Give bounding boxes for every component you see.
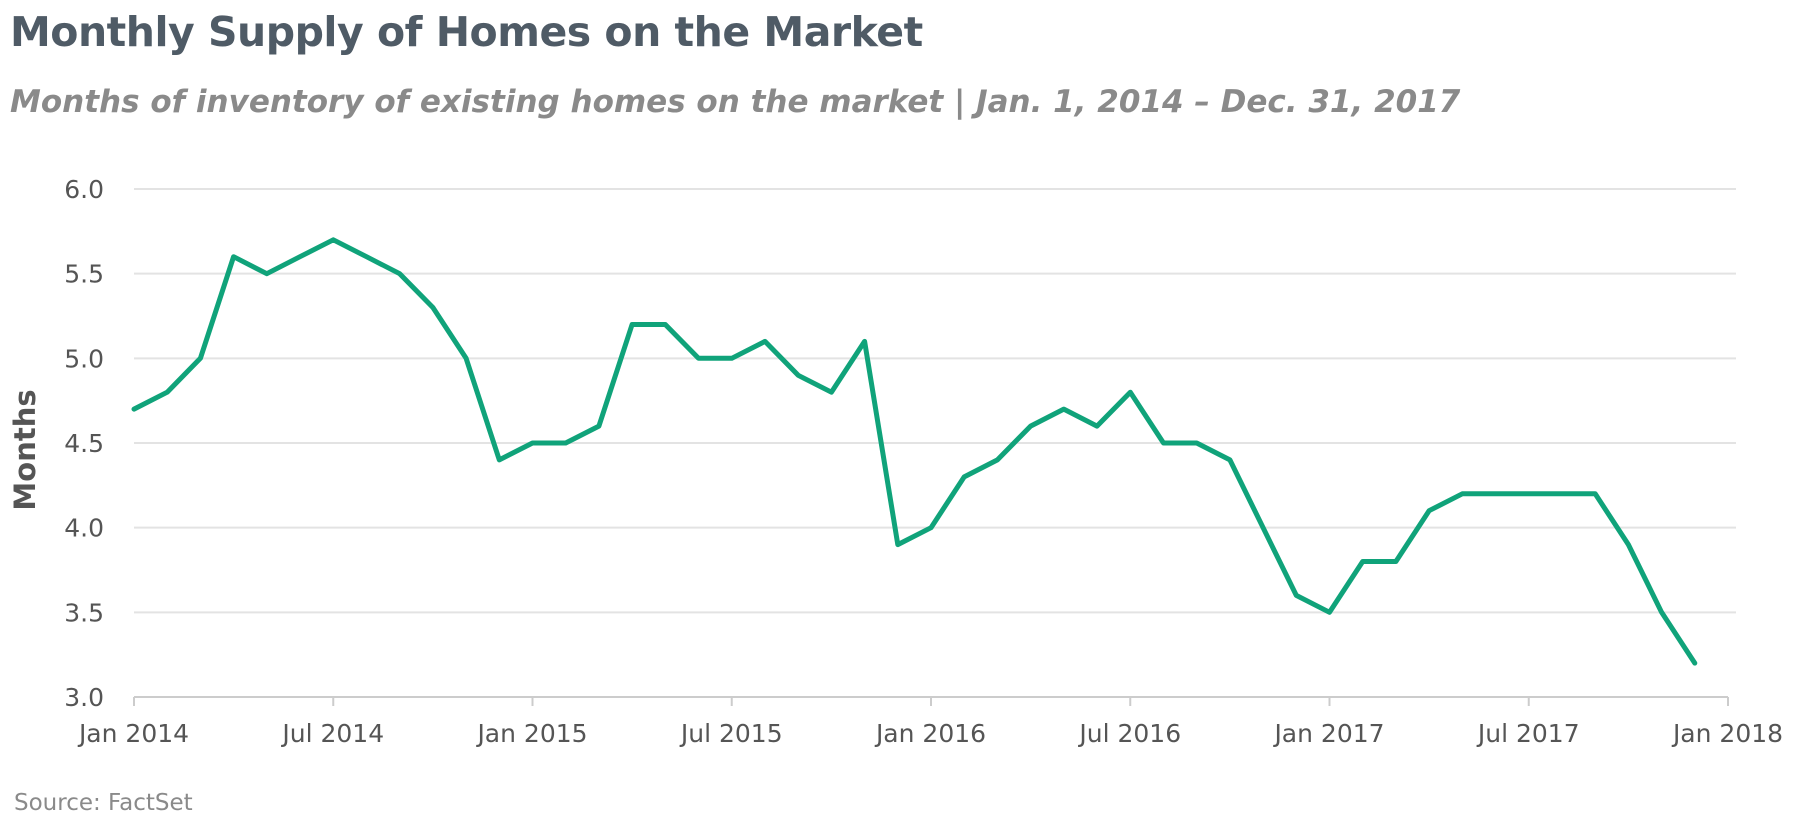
x-axis: Jan 2014 Jul 2014 Jan 2015 Jul 2015 Jan 2016…: [77, 696, 1783, 748]
y-axis-label: Months: [8, 389, 42, 510]
data-point: [496, 457, 502, 463]
data-point: [530, 440, 536, 446]
data-point: [696, 355, 702, 361]
data-point: [1493, 491, 1499, 497]
y-tick-label: 3.0: [64, 683, 104, 712]
data-point: [197, 355, 203, 361]
gridlines: [134, 188, 1736, 614]
data-point: [1194, 440, 1200, 446]
data-point: [928, 525, 934, 531]
data-point: [1592, 491, 1598, 497]
data-point: [297, 254, 303, 260]
data-point: [1293, 592, 1299, 598]
data-point: [1127, 389, 1133, 395]
data-point: [662, 321, 668, 327]
source-note: Source: FactSet: [14, 790, 193, 816]
data-point: [1094, 423, 1100, 429]
x-tick-label: Jul 2017: [1476, 719, 1580, 748]
data-point: [895, 542, 901, 548]
data-point: [330, 237, 336, 243]
data-point: [1659, 609, 1665, 615]
x-tick-label: Jul 2016: [1077, 719, 1181, 748]
data-point: [1160, 440, 1166, 446]
data-point: [1426, 508, 1432, 514]
data-point: [1327, 609, 1333, 615]
data-point: [795, 372, 801, 378]
data-point: [463, 355, 469, 361]
x-tick-label: Jan 2016: [874, 719, 986, 748]
data-point: [828, 389, 834, 395]
data-point: [961, 474, 967, 480]
data-point: [164, 389, 170, 395]
data-point: [596, 423, 602, 429]
y-tick-label: 5.5: [64, 260, 104, 289]
x-tick-label: Jan 2015: [475, 719, 587, 748]
data-point: [994, 457, 1000, 463]
y-tick-label: 5.0: [64, 344, 104, 373]
chart-title: Monthly Supply of Homes on the Market: [10, 8, 923, 56]
data-point: [762, 338, 768, 344]
data-point: [862, 338, 868, 344]
data-point: [363, 254, 369, 260]
x-tick-label: Jul 2015: [679, 719, 783, 748]
data-point: [1393, 559, 1399, 565]
data-point: [1061, 406, 1067, 412]
data-point: [1559, 491, 1565, 497]
data-point: [1360, 559, 1366, 565]
y-tick-label: 4.0: [64, 514, 104, 543]
x-tick-label: Jan 2014: [77, 719, 189, 748]
data-point: [264, 271, 270, 277]
data-point: [1526, 491, 1532, 497]
y-tick-label: 4.5: [64, 429, 104, 458]
data-point: [1625, 542, 1631, 548]
x-tick-label: Jan 2018: [1671, 719, 1783, 748]
data-point: [563, 440, 569, 446]
data-point: [430, 305, 436, 311]
data-point: [1227, 457, 1233, 463]
data-point: [1692, 660, 1698, 666]
series-layer: [131, 237, 1698, 666]
series-line: [131, 237, 1698, 666]
data-point: [397, 271, 403, 277]
y-tick-label: 6.0: [64, 175, 104, 204]
data-point: [1028, 423, 1034, 429]
chart-subtitle: Months of inventory of existing homes on…: [10, 84, 1461, 120]
data-point: [729, 355, 735, 361]
data-point: [131, 406, 137, 412]
y-axis-ticks: 6.0 5.5 5.0 4.5 4.0 3.5 3.0: [64, 175, 104, 712]
data-point: [1260, 525, 1266, 531]
data-point: [1459, 491, 1465, 497]
data-point: [629, 321, 635, 327]
x-tick-label: Jan 2017: [1272, 719, 1384, 748]
x-tick-label: Jul 2014: [280, 719, 384, 748]
data-point: [231, 254, 237, 260]
y-tick-label: 3.5: [64, 598, 104, 627]
